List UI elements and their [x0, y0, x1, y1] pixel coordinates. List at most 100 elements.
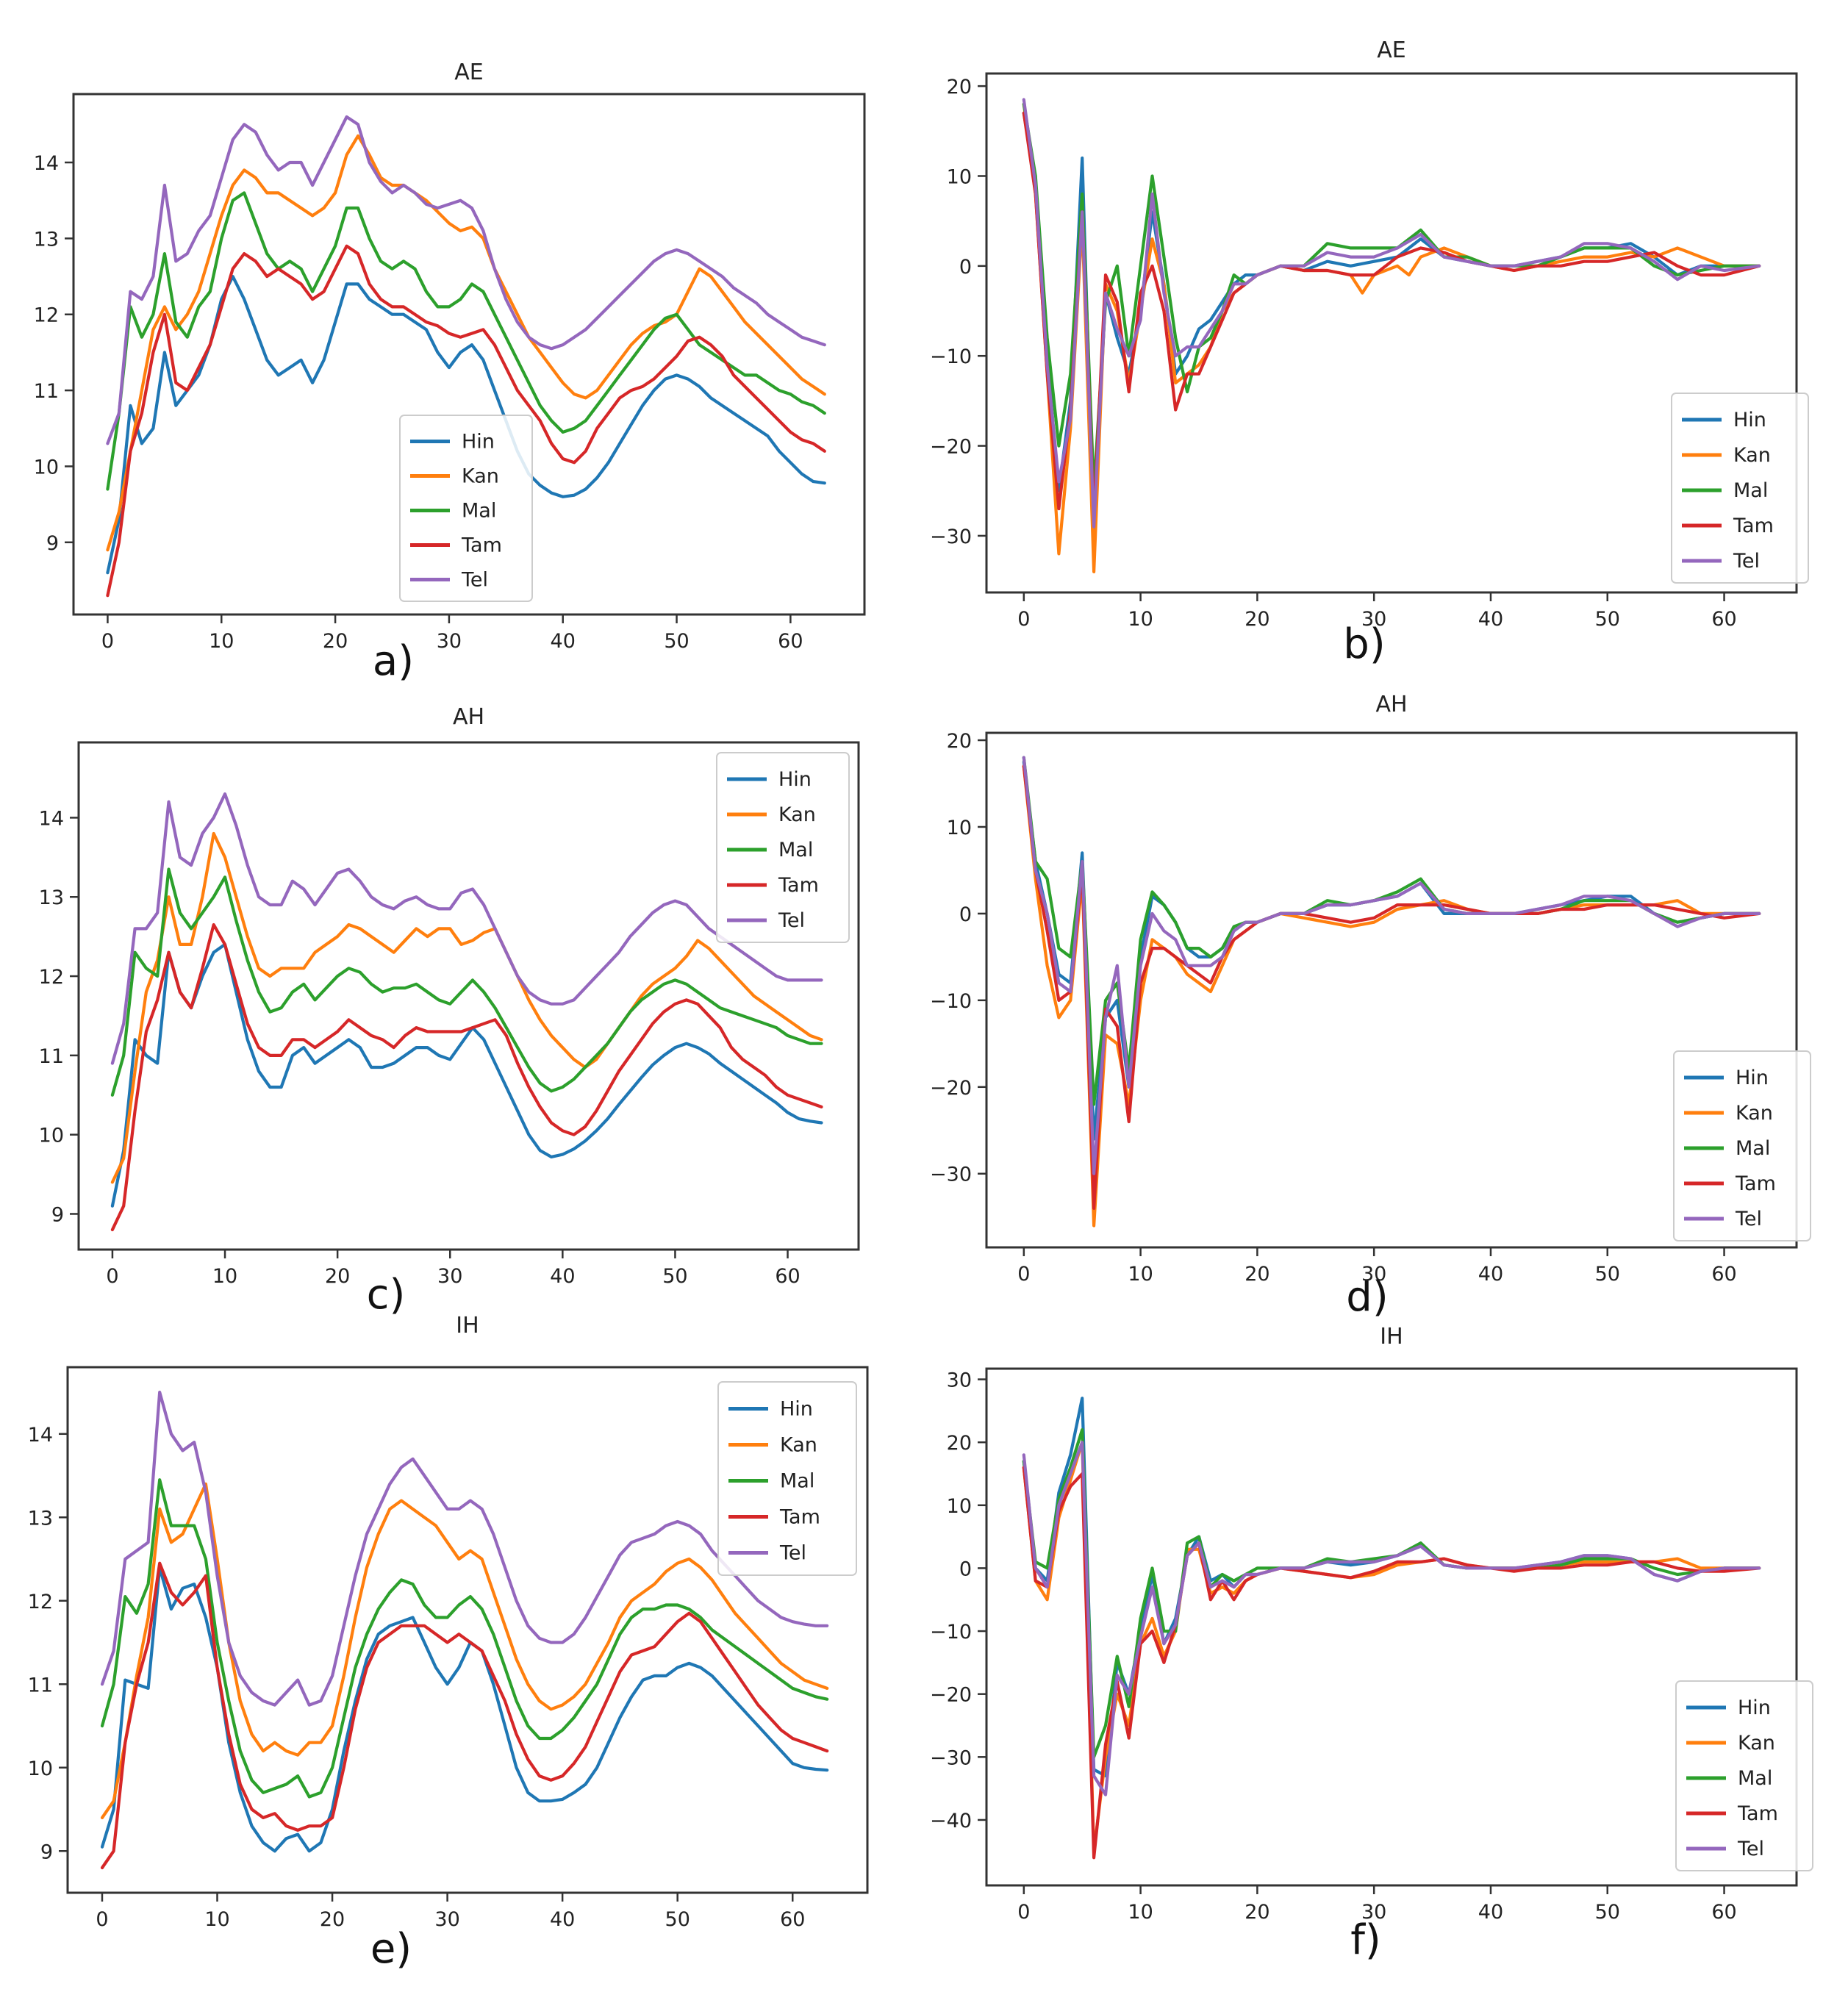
x-tick-label: 30: [1361, 608, 1386, 631]
y-tick-label: −20: [930, 436, 972, 459]
legend-box: [399, 415, 533, 602]
legend-label-hin: Hin: [462, 431, 495, 454]
legend-label-tam: Tam: [1735, 1172, 1776, 1195]
y-tick-label: 10: [947, 1495, 972, 1518]
x-tick-label: 60: [1711, 1901, 1736, 1924]
x-tick-label: 0: [1017, 1901, 1030, 1924]
series-line-hin: [1022, 760, 1761, 1141]
legend-label-kan: Kan: [1736, 1102, 1773, 1125]
y-tick-label: 10: [39, 1125, 64, 1147]
series-line-tel: [106, 115, 826, 445]
y-tick-label: 12: [28, 1591, 53, 1613]
y-tick-label: −20: [930, 1077, 972, 1100]
y-tick-label: 0: [959, 1558, 972, 1580]
series-line-tel: [1022, 1441, 1761, 1796]
legend-box: [716, 752, 850, 943]
chart-title: AH: [453, 704, 484, 730]
x-tick-label: 50: [1595, 608, 1620, 631]
x-tick-label: 20: [323, 630, 348, 653]
y-tick-label: 11: [28, 1674, 53, 1696]
y-tick-label: 13: [34, 228, 59, 251]
series-line-tam: [110, 922, 823, 1232]
legend-label-mal: Mal: [1733, 479, 1768, 502]
x-tick-label: 60: [780, 1908, 805, 1931]
x-tick-label: 10: [1128, 608, 1153, 631]
chart-title: AE: [1377, 37, 1405, 63]
series-line-tam: [1022, 764, 1761, 1211]
x-tick-label: 0: [1017, 1263, 1030, 1286]
x-tick-label: 40: [551, 630, 576, 653]
x-tick-label: 30: [1361, 1901, 1386, 1924]
legend: Hin Kan Mal Tam Tel: [1671, 393, 1809, 584]
x-tick-label: 40: [1478, 1901, 1503, 1924]
panel-label: b): [1343, 620, 1385, 668]
x-tick-label: 60: [1711, 1263, 1736, 1286]
legend-label-mal: Mal: [1736, 1137, 1770, 1160]
x-tick-label: 20: [1244, 608, 1269, 631]
legend-label-tel: Tel: [1733, 550, 1760, 573]
legend-label-hin: Hin: [780, 1398, 813, 1421]
chart-title: IH: [1380, 1324, 1403, 1350]
x-tick-label: 40: [1478, 608, 1503, 631]
legend-label-kan: Kan: [780, 1434, 817, 1457]
series-line-kan: [110, 831, 823, 1184]
panel-b: AE b) 0 10 20 30 40 50 60 −30 −20 −10 0 10 20 Hin Kan Mal…: [930, 37, 1809, 668]
y-tick-label: 30: [947, 1369, 972, 1392]
y-tick-label: −30: [930, 526, 972, 548]
x-tick-label: 0: [101, 630, 114, 653]
axes-frame: [985, 1367, 1798, 1887]
panel-a: AE a) 0 10 20 30 40 50 60 9 10 11 12 13 14 Hin Kan Mal Tam…: [34, 60, 866, 685]
series-line-tel: [1022, 756, 1761, 1175]
series-line-tel: [1022, 98, 1761, 528]
y-tick-label: 0: [959, 256, 972, 279]
x-tick-label: 30: [434, 1908, 459, 1931]
chart-title: IH: [456, 1313, 479, 1339]
y-tick-label: 14: [28, 1424, 53, 1447]
chart-title: AE: [454, 60, 483, 85]
series-group: [100, 1390, 829, 1870]
x-tick-label: 50: [665, 1908, 690, 1931]
y-tick-label: 10: [28, 1757, 53, 1780]
y-tick-label: −10: [930, 990, 972, 1013]
y-tick-label: 11: [34, 380, 59, 403]
y-tick-label: −10: [930, 345, 972, 368]
axes-frame: [66, 1366, 869, 1894]
legend-label-kan: Kan: [778, 803, 816, 826]
y-tick-label: 14: [34, 152, 59, 175]
series-line-mal: [1022, 102, 1761, 492]
legend-label-mal: Mal: [462, 500, 496, 523]
y-tick-label: 10: [34, 456, 59, 479]
series-group: [106, 115, 826, 598]
legend-label-hin: Hin: [1736, 1067, 1769, 1089]
y-tick-label: 9: [51, 1203, 64, 1226]
legend-label-tel: Tel: [1735, 1208, 1762, 1230]
y-tick-label: 20: [947, 76, 972, 98]
series-line-mal: [1022, 1427, 1761, 1759]
legend-box: [1673, 1050, 1811, 1241]
legend-label-tam: Tam: [779, 1506, 820, 1529]
y-tick-label: 12: [34, 304, 59, 327]
legend-box: [717, 1381, 857, 1576]
y-tick-label: 14: [39, 807, 64, 830]
x-tick-label: 50: [1595, 1263, 1620, 1286]
panel-e: IH e) 0 10 20 30 40 50 60 9 10 11 12 13 14 Hin Kan Mal Tam…: [28, 1313, 869, 1973]
x-tick-label: 30: [1361, 1263, 1386, 1286]
x-tick-label: 30: [437, 630, 462, 653]
panel-label: a): [373, 637, 414, 685]
y-tick-label: −20: [930, 1684, 972, 1707]
series-group: [1022, 1397, 1761, 1860]
series-line-tel: [100, 1390, 829, 1707]
x-tick-label: 50: [664, 630, 689, 653]
x-tick-label: 10: [209, 630, 234, 653]
y-tick-label: 0: [959, 903, 972, 926]
series-line-kan: [106, 134, 826, 552]
x-tick-label: 0: [106, 1265, 118, 1288]
y-tick-label: 12: [39, 966, 64, 989]
legend-label-kan: Kan: [1733, 444, 1771, 467]
legend-label-kan: Kan: [462, 465, 499, 488]
x-tick-label: 10: [1128, 1901, 1153, 1924]
x-tick-label: 40: [550, 1265, 575, 1288]
legend-label-tel: Tel: [779, 1542, 806, 1565]
